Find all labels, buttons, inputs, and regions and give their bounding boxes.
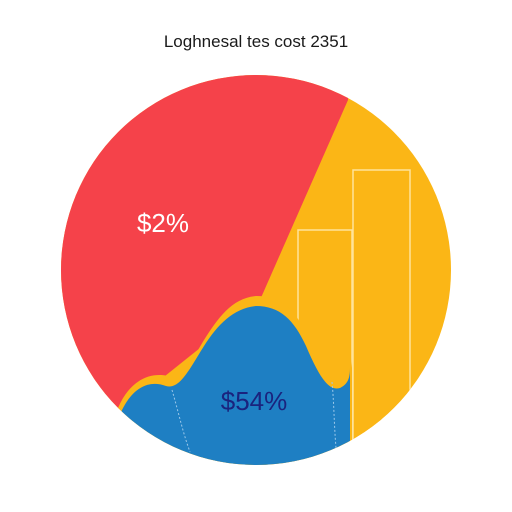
area-divider-1 bbox=[171, 389, 191, 453]
overlay-bar-2 bbox=[352, 169, 411, 446]
slice-label-red: $2% bbox=[137, 208, 189, 238]
chart-title: Loghnesal tes cost 2351 bbox=[163, 32, 349, 51]
pie-slice-red bbox=[61, 75, 348, 420]
area-divider-2 bbox=[331, 381, 337, 449]
area-overlay-fill bbox=[100, 306, 350, 465]
slice-label-blue: $54% bbox=[221, 386, 288, 416]
